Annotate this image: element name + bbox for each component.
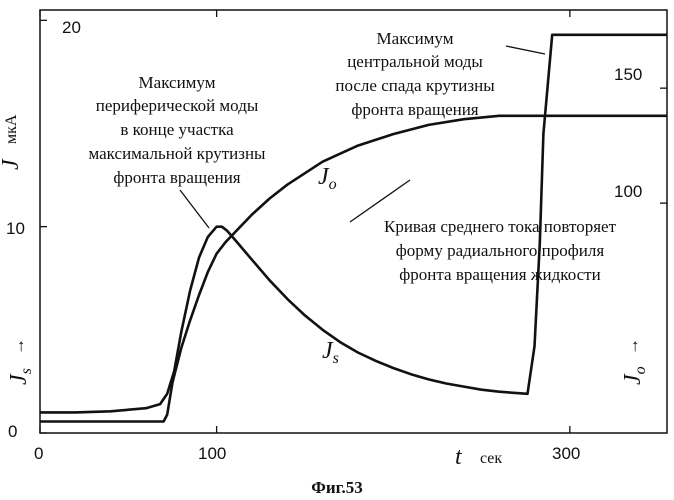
annotation-central-line-2: центральной моды <box>347 52 483 71</box>
annotation-central-leader <box>506 46 545 54</box>
y-right-marker-sub: o <box>632 366 649 374</box>
x-tick-label-100: 100 <box>198 444 226 463</box>
y-left-tick-label-0: 0 <box>8 422 17 441</box>
annotation-central-line-4: фронта вращения <box>351 100 478 119</box>
annotation-mean-current-line-2: форму радиального профиля <box>396 241 605 260</box>
annotation-central: Максимум центральной моды после спада кр… <box>335 29 495 119</box>
y-left-tick-label-10: 10 <box>6 219 25 238</box>
x-tick-label-300: 300 <box>552 444 580 463</box>
y-left-marker-text: Js <box>6 368 35 385</box>
annotation-peripheral: Максимум периферической моды в конце уча… <box>89 73 267 187</box>
annotation-peripheral-line-5: фронта вращения <box>113 168 240 187</box>
series-label-jo-sub: o <box>329 176 337 193</box>
y-left-axis-title: J мкА <box>0 114 24 170</box>
figure-caption: Фиг.53 <box>311 478 362 497</box>
y-right-tick-label-100: 100 <box>614 182 642 201</box>
y-right-series-marker: Jo → <box>620 338 649 385</box>
annotation-peripheral-line-4: максимальной крутизны <box>89 144 267 163</box>
y-left-axis-unit: мкА <box>3 114 20 144</box>
x-tick-label-0: 0 <box>34 444 43 463</box>
x-axis-title: t сек <box>455 444 502 470</box>
y-left-marker-arrow: → <box>9 338 28 355</box>
annotation-mean-current-line-3: фронта вращения жидкости <box>399 265 600 284</box>
series-label-js: Js <box>322 338 339 367</box>
annotation-mean-current: Кривая среднего тока повторяет форму рад… <box>384 217 617 284</box>
annotation-mean-current-line-1: Кривая среднего тока повторяет <box>384 217 617 236</box>
annotation-central-line-3: после спада крутизны <box>335 76 495 95</box>
annotation-peripheral-line-2: периферической моды <box>96 96 259 115</box>
annotation-mean-current-leader <box>350 180 410 222</box>
annotation-peripheral-line-1: Максимум <box>139 73 216 92</box>
x-axis-unit: сек <box>480 450 502 467</box>
y-left-axis-symbol: J <box>0 158 24 170</box>
y-right-marker-arrow: → <box>623 338 642 355</box>
annotation-peripheral-leader <box>180 190 209 228</box>
y-left-marker-sub: s <box>18 368 35 374</box>
y-left-series-marker: Js → <box>6 338 35 385</box>
y-left-tick-label-20: 20 <box>62 18 81 37</box>
y-right-tick-label-150: 150 <box>614 65 642 84</box>
series-label-jo: Jo <box>318 164 337 193</box>
y-right-marker-text: Jo <box>620 366 649 385</box>
annotation-central-line-1: Максимум <box>377 29 454 48</box>
x-axis-symbol: t <box>455 444 463 470</box>
series-label-js-sub: s <box>333 350 339 367</box>
annotation-peripheral-line-3: в конце участка <box>120 120 234 139</box>
